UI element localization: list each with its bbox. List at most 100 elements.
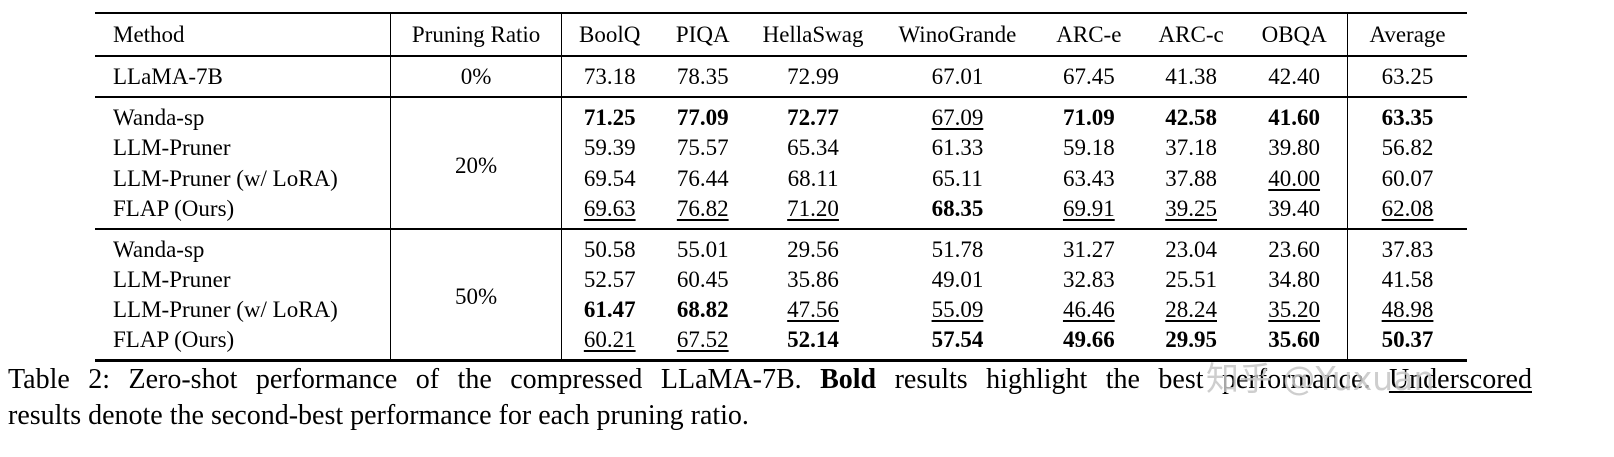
value-cell: 65.11	[878, 163, 1036, 193]
value-cell: 60.07	[1348, 163, 1467, 193]
value-cell: 35.60	[1241, 324, 1349, 361]
value-cell: 75.57	[658, 133, 748, 163]
value-cell: 59.18	[1037, 133, 1141, 163]
caption-segment: Underscored	[1388, 364, 1532, 395]
value-cell: 57.54	[878, 325, 1036, 361]
value-cell: 37.18	[1141, 133, 1241, 163]
value-cell: 71.09	[1036, 96, 1141, 133]
value-cell: 63.43	[1037, 163, 1141, 193]
method-cell: FLAP (Ours)	[95, 324, 392, 361]
value-cell: 25.51	[1141, 264, 1241, 294]
metric-value: 73.18	[583, 64, 636, 90]
value-cell: 29.95	[1141, 325, 1241, 361]
metric-value: 69.63	[583, 195, 636, 221]
metric-value: 61.33	[931, 135, 984, 161]
metric-value: 35.60	[1268, 327, 1321, 353]
table-row: LLM-Pruner 59.39 75.57 65.34 61.33 59.18 37.18…	[95, 132, 1467, 163]
table-row: LLaMA-7B 0% 73.18 78.35 72.99 67.01 67.45 41.38…	[95, 56, 1467, 98]
metric-value: 25.51	[1165, 266, 1217, 292]
value-cell: 72.99	[748, 56, 878, 97]
value-cell: 42.40	[1241, 56, 1349, 98]
caption-segment: Table 2: Zero-shot performance of the co…	[8, 364, 821, 395]
value-cell: 71.20	[748, 193, 878, 229]
metric-value: 35.86	[787, 266, 839, 292]
metric-value: 39.25	[1165, 195, 1217, 221]
method-cell: LLM-Pruner (w/ LoRA)	[95, 294, 392, 325]
metric-value: 29.95	[1165, 327, 1217, 353]
table-caption: Table 2: Zero-shot performance of the co…	[8, 362, 1532, 435]
value-cell: 65.34	[748, 133, 878, 163]
metric-value: 52.14	[787, 327, 839, 353]
value-cell: 68.11	[748, 163, 878, 193]
value-cell: 67.45	[1037, 56, 1141, 97]
metric-value: 23.04	[1165, 236, 1217, 262]
value-cell: 67.01	[878, 56, 1036, 97]
metric-value: 42.58	[1165, 105, 1217, 131]
value-cell: 28.24	[1141, 295, 1241, 325]
metric-value: 60.21	[583, 327, 636, 353]
column-header-boolq: BoolQ	[561, 13, 658, 58]
method-cell: FLAP (Ours)	[95, 193, 392, 229]
caption-segment: Bold	[820, 364, 877, 395]
results-table-container: Method Pruning Ratio BoolQ PIQA HellaSwag Win…	[95, 12, 1467, 363]
value-cell: 41.58	[1348, 264, 1467, 294]
value-cell: 39.25	[1141, 193, 1241, 229]
value-cell: 59.39	[561, 133, 657, 163]
metric-value: 35.20	[1268, 297, 1321, 322]
metric-value: 55.09	[931, 297, 984, 322]
value-cell: 67.52	[658, 325, 748, 361]
table-row: LLM-Pruner (w/ LoRA) 61.47 68.82 47.56 55.09…	[95, 294, 1467, 325]
value-cell: 46.46	[1037, 295, 1141, 325]
metric-value: 77.09	[676, 105, 729, 131]
metric-value: 49.01	[931, 266, 984, 292]
metric-value: 39.40	[1268, 195, 1321, 221]
metric-value: 46.46	[1062, 297, 1115, 322]
metric-value: 62.08	[1381, 195, 1434, 221]
value-cell: 35.86	[748, 264, 878, 294]
metric-value: 71.20	[787, 195, 839, 221]
table-header-row: Method Pruning Ratio BoolQ PIQA HellaSwag Win…	[95, 13, 1467, 58]
metric-value: 65.11	[932, 165, 983, 191]
metric-value: 23.60	[1268, 236, 1321, 262]
value-cell: 51.78	[878, 227, 1037, 265]
metric-value: 29.56	[787, 236, 839, 262]
value-cell: 48.98	[1348, 295, 1467, 325]
value-cell: 35.20	[1241, 294, 1349, 325]
metric-value: 71.25	[583, 105, 636, 131]
value-cell: 63.25	[1348, 56, 1467, 97]
metric-value: 69.54	[583, 165, 636, 191]
metric-value: 56.82	[1381, 135, 1434, 161]
metric-value: 65.34	[787, 135, 839, 161]
value-cell: 61.33	[878, 133, 1036, 163]
value-cell: 56.82	[1348, 133, 1467, 163]
column-header-winogrande: WinoGrande	[878, 13, 1037, 58]
value-cell: 61.47	[561, 295, 657, 325]
value-cell: 67.09	[878, 96, 1037, 133]
value-cell: 37.88	[1141, 163, 1241, 193]
table-row: FLAP (Ours) 60.21 67.52 52.14 57.54 49.66 29.9…	[95, 324, 1467, 361]
method-cell: LLM-Pruner (w/ LoRA)	[95, 163, 392, 194]
metric-value: 63.25	[1381, 64, 1434, 90]
metric-value: 37.83	[1381, 236, 1434, 262]
value-cell: 34.80	[1241, 264, 1349, 295]
table-row: LLM-Pruner (w/ LoRA) 69.54 76.44 68.11 65.11…	[95, 163, 1467, 194]
value-cell: 68.35	[878, 193, 1036, 229]
metric-value: 50.37	[1381, 327, 1434, 353]
column-header-arc-e: ARC-e	[1036, 13, 1141, 58]
metric-value: 59.18	[1062, 135, 1115, 161]
metric-value: 28.24	[1165, 297, 1217, 322]
metric-value: 72.99	[787, 64, 839, 90]
column-header-hellaswag: HellaSwag	[747, 13, 879, 58]
value-cell: 69.54	[561, 163, 657, 193]
value-cell: 29.56	[747, 227, 879, 265]
metric-value: 41.58	[1381, 266, 1434, 292]
metric-value: 67.45	[1062, 64, 1115, 90]
value-cell: 60.45	[658, 264, 748, 294]
method-cell: Wanda-sp	[95, 227, 392, 265]
column-header-obqa: OBQA	[1241, 13, 1349, 58]
table-row: Wanda-sp 20% 71.25 77.09 72.77 67.09 71.09 42.5…	[95, 96, 1467, 229]
value-cell: 60.21	[561, 325, 657, 361]
metric-value: 55.01	[676, 236, 729, 262]
value-cell: 63.35	[1347, 96, 1467, 133]
metric-value: 52.57	[583, 266, 636, 292]
